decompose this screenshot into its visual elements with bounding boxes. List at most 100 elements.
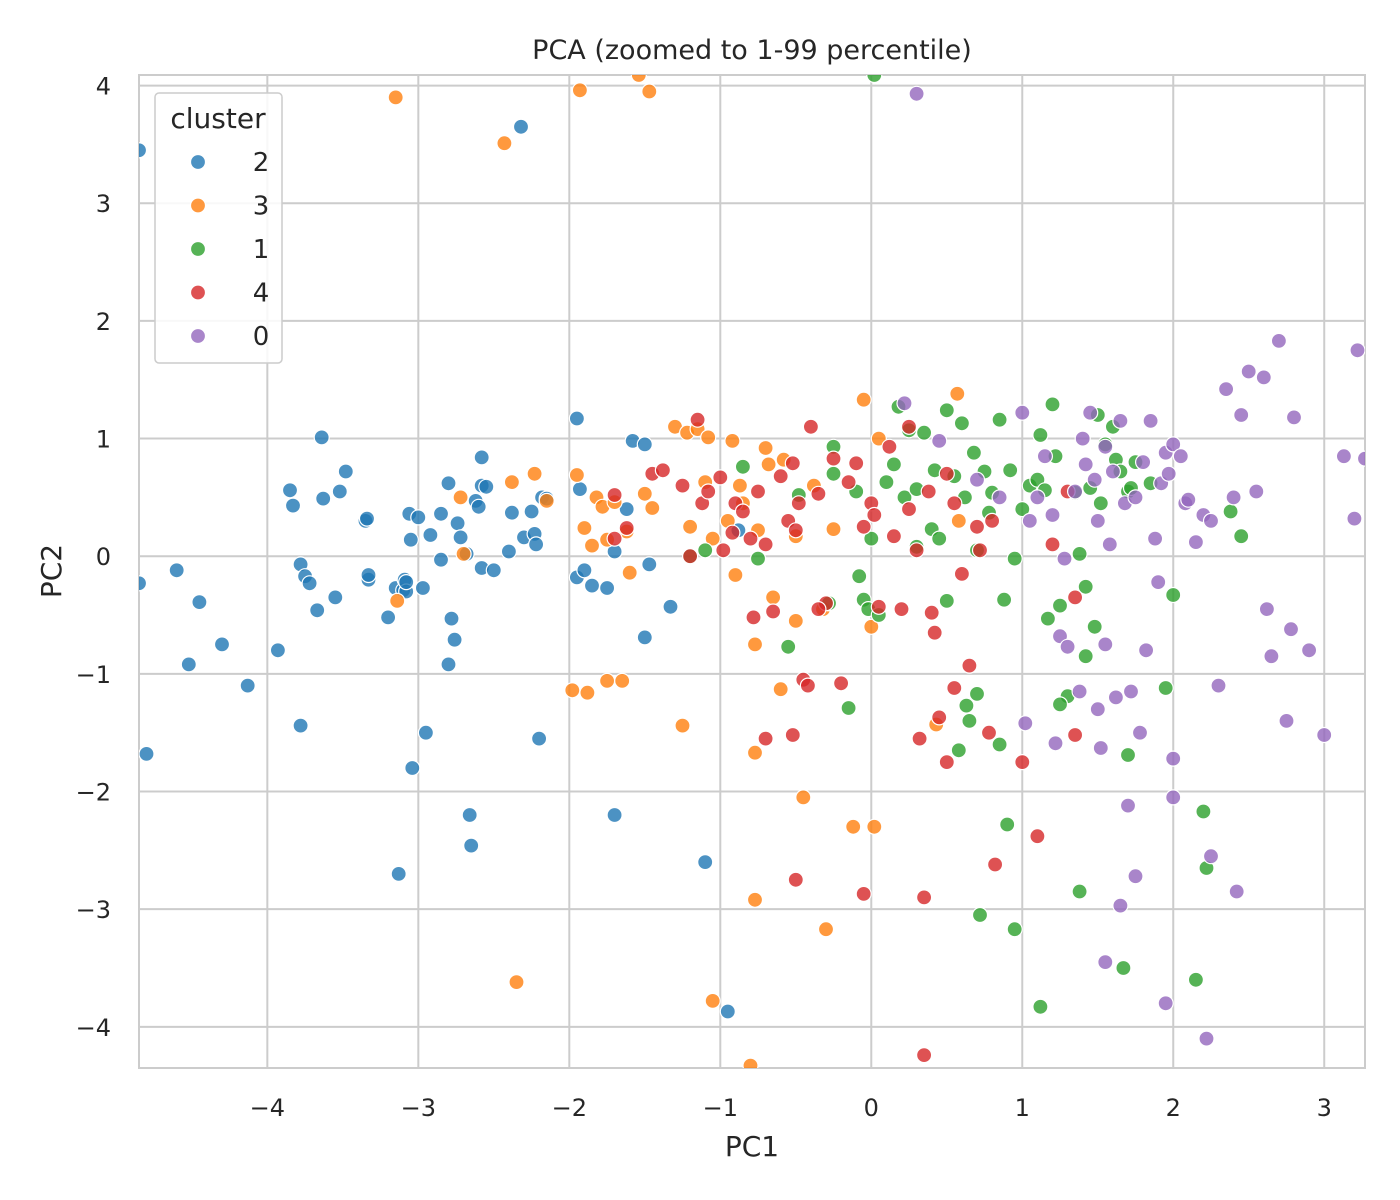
point-cluster-1 <box>938 592 955 610</box>
point-cluster-3 <box>579 684 596 701</box>
point-cluster-0 <box>1217 381 1235 398</box>
point-cluster-4 <box>946 495 963 512</box>
point-cluster-1 <box>991 736 1008 753</box>
point-cluster-0 <box>1131 724 1149 741</box>
point-cluster-0 <box>1187 533 1205 551</box>
point-cluster-4 <box>986 856 1004 873</box>
y-tick-label: 1 <box>96 426 111 454</box>
point-cluster-2 <box>168 562 185 579</box>
point-cluster-0 <box>1346 510 1363 527</box>
point-cluster-0 <box>1180 491 1197 508</box>
point-cluster-3 <box>387 89 404 106</box>
point-cluster-2 <box>191 593 208 611</box>
point-cluster-2 <box>301 575 318 592</box>
point-cluster-2 <box>139 745 155 762</box>
point-cluster-2 <box>331 483 348 500</box>
point-cluster-0 <box>1047 735 1064 752</box>
point-cluster-1 <box>971 906 989 924</box>
point-cluster-0 <box>1349 342 1365 359</box>
point-cluster-1 <box>734 458 752 475</box>
point-cluster-1 <box>1032 426 1049 444</box>
point-cluster-4 <box>734 503 752 520</box>
x-axis-label: PC1 <box>725 1130 779 1163</box>
point-cluster-0 <box>1198 1030 1215 1047</box>
point-cluster-3 <box>746 891 764 908</box>
chart-title: PCA (zoomed to 1-99 percentile) <box>532 35 972 66</box>
point-cluster-2 <box>315 490 332 507</box>
legend-label-3: 3 <box>253 192 270 222</box>
point-cluster-0 <box>1089 701 1106 718</box>
point-cluster-2 <box>139 575 148 592</box>
point-cluster-3 <box>526 465 543 482</box>
point-cluster-3 <box>855 391 872 408</box>
point-cluster-2 <box>213 636 231 653</box>
point-cluster-4 <box>911 730 928 747</box>
point-cluster-2 <box>523 503 540 520</box>
point-cluster-3 <box>621 564 638 581</box>
point-cluster-4 <box>938 465 955 482</box>
point-cluster-4 <box>1029 828 1046 845</box>
point-cluster-1 <box>863 530 880 547</box>
point-cluster-0 <box>1278 712 1295 730</box>
point-cluster-1 <box>825 465 842 482</box>
point-cluster-1 <box>1195 803 1212 820</box>
point-cluster-0 <box>1300 642 1318 659</box>
x-tick-label: 1 <box>1015 1094 1030 1122</box>
point-cluster-1 <box>961 712 978 730</box>
point-cluster-3 <box>764 589 782 606</box>
point-cluster-1 <box>697 542 714 559</box>
point-cluster-1 <box>1157 679 1174 697</box>
point-cluster-4 <box>961 657 978 674</box>
legend-marker-0 <box>189 327 207 345</box>
point-cluster-0 <box>1014 404 1031 421</box>
y-tick-label: 2 <box>96 308 111 336</box>
point-cluster-0 <box>1248 483 1265 500</box>
point-cluster-1 <box>1014 501 1031 518</box>
point-cluster-3 <box>576 519 593 537</box>
point-cluster-3 <box>568 466 586 484</box>
point-cluster-2 <box>402 531 419 548</box>
legend-label-4: 4 <box>253 279 270 309</box>
point-cluster-2 <box>269 642 286 659</box>
point-cluster-3 <box>866 818 883 835</box>
point-cluster-0 <box>1134 454 1152 471</box>
point-cluster-3 <box>704 992 721 1010</box>
point-cluster-0 <box>1270 332 1288 349</box>
legend-marker-4 <box>189 284 207 301</box>
point-cluster-4 <box>855 518 872 535</box>
x-tick-label: 2 <box>1166 1094 1181 1122</box>
point-cluster-0 <box>1021 512 1038 530</box>
point-cluster-2 <box>473 449 490 466</box>
point-cluster-4 <box>866 506 883 524</box>
point-cluster-3 <box>630 75 647 84</box>
point-cluster-1 <box>1002 462 1019 479</box>
point-cluster-2 <box>390 865 407 883</box>
legend-marker-2 <box>189 153 207 171</box>
legend-label-1: 1 <box>253 235 270 265</box>
point-cluster-2 <box>478 478 495 495</box>
point-cluster-4 <box>1066 589 1084 606</box>
point-cluster-0 <box>1086 471 1103 488</box>
point-cluster-1 <box>851 568 868 585</box>
point-cluster-1 <box>1006 921 1023 938</box>
point-cluster-3 <box>564 682 581 699</box>
y-tick-label: −4 <box>76 1014 111 1042</box>
point-cluster-0 <box>968 471 986 488</box>
point-cluster-3 <box>870 430 887 447</box>
point-cluster-0 <box>1258 600 1276 618</box>
point-cluster-4 <box>1066 726 1084 744</box>
point-cluster-4 <box>799 677 817 694</box>
point-cluster-4 <box>700 483 717 500</box>
point-cluster-2 <box>530 730 548 747</box>
point-cluster-1 <box>1077 578 1094 595</box>
point-cluster-4 <box>881 438 898 455</box>
y-tick-label: 4 <box>96 73 111 101</box>
point-cluster-1 <box>953 415 971 432</box>
point-cluster-2 <box>139 142 148 159</box>
point-cluster-2 <box>470 498 487 515</box>
point-cluster-0 <box>1112 412 1129 429</box>
plot-area <box>138 74 1366 1069</box>
point-cluster-1 <box>1077 648 1094 665</box>
point-cluster-2 <box>313 429 330 446</box>
point-cluster-3 <box>455 545 472 563</box>
